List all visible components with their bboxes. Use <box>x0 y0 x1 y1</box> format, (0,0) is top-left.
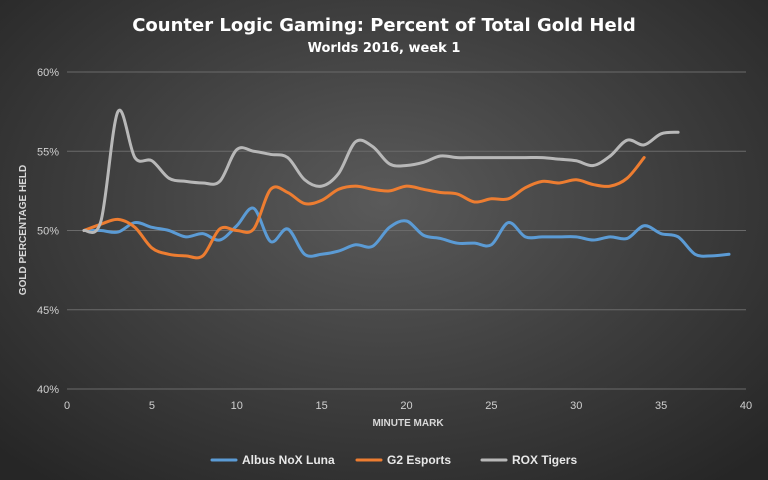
grid-lines <box>67 71 746 390</box>
data-series <box>82 108 731 260</box>
y-axis-label: GOLD PERCENTAGE HELD <box>18 165 29 295</box>
y-tick-label: 55% <box>37 146 59 158</box>
x-tick-label: 15 <box>316 400 328 412</box>
x-axis-label: MINUTE MARK <box>372 418 444 429</box>
legend-label-g2-esports: G2 Esports <box>387 453 451 467</box>
y-tick-label: 50% <box>37 226 59 238</box>
x-tick-label: 40 <box>740 400 752 412</box>
y-tick-label: 45% <box>37 305 59 317</box>
x-tick-label: 10 <box>231 400 243 412</box>
legend-label-albus-nox-luna: Albus NoX Luna <box>242 453 335 467</box>
chart-subtitle: Worlds 2016, week 1 <box>308 41 461 56</box>
y-axis-ticks: 40% 45% 50% 55% 60% <box>37 67 59 396</box>
series-line-rox-tigers <box>82 108 680 235</box>
x-tick-label: 0 <box>64 400 70 412</box>
x-tick-label: 25 <box>485 400 497 412</box>
series-line-g2-esports <box>82 156 646 260</box>
series-line-albus-nox-luna <box>82 206 731 258</box>
chart-title: Counter Logic Gaming: Percent of Total G… <box>132 15 636 36</box>
legend-label-rox-tigers: ROX Tigers <box>512 453 577 467</box>
x-tick-label: 20 <box>400 400 412 412</box>
y-tick-label: 40% <box>37 384 59 396</box>
x-tick-label: 30 <box>570 400 582 412</box>
legend: Albus NoX Luna G2 Esports ROX Tigers <box>210 453 577 467</box>
y-tick-label: 60% <box>37 67 59 79</box>
x-tick-label: 5 <box>149 400 155 412</box>
x-tick-label: 35 <box>655 400 667 412</box>
x-axis-ticks: 0 5 10 15 20 25 30 35 40 <box>64 400 752 412</box>
